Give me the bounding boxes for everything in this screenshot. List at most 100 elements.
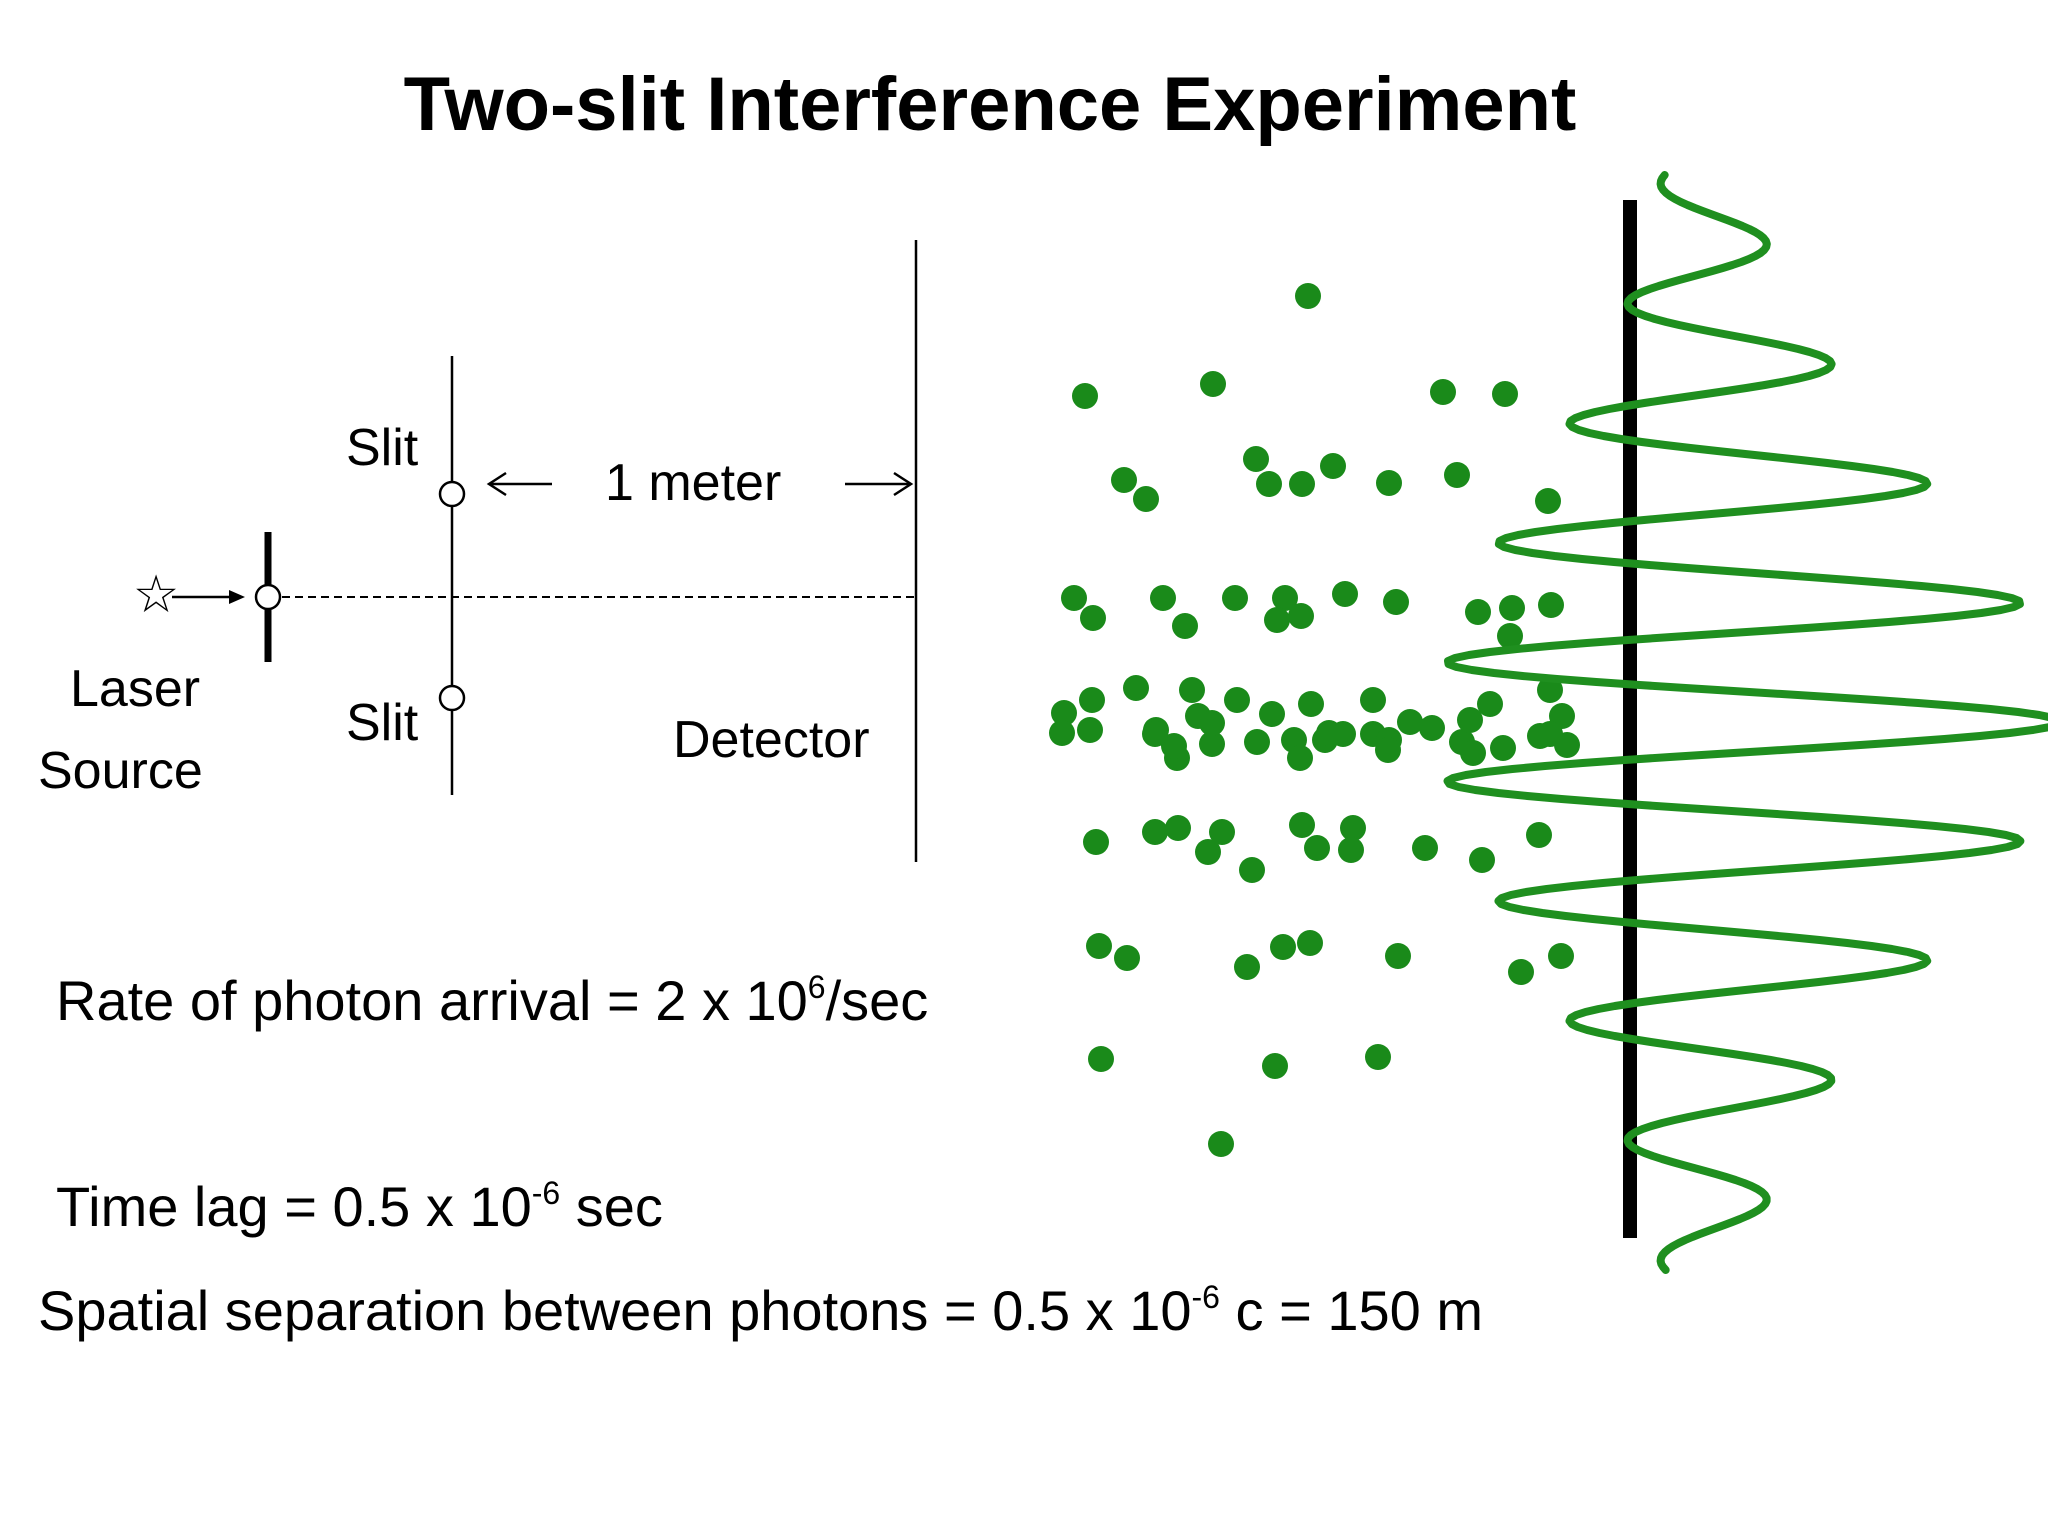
page-title: Two-slit Interference Experiment [404,62,1577,147]
photon-hit [1419,715,1445,741]
photon-hit [1080,605,1106,631]
photon-hit [1234,954,1260,980]
source-label: Source [38,742,203,800]
detector-label: Detector [673,711,870,769]
photon-hit [1499,595,1525,621]
photon-hit [1297,930,1323,956]
distance-arrow-left-head [486,471,507,497]
photon-hit [1133,486,1159,512]
photon-hit [1061,585,1087,611]
photon-hit [1298,691,1324,717]
photon-hit [1288,603,1314,629]
photon-hit [1338,837,1364,863]
time-lag-equation: Time lag = 0.5 x 10-6 sec [56,1175,663,1238]
time-lag-main: Time lag = 0.5 x 10 [56,1175,532,1238]
photon-hit [1289,812,1315,838]
photon-hit [1200,371,1226,397]
photon-hit [1340,815,1366,841]
photon-hit [1360,687,1386,713]
photon-hit [1072,383,1098,409]
photon-hit [1243,446,1269,472]
photon-hit [1538,592,1564,618]
photon-hit [1088,1046,1114,1072]
photon-hit [1289,471,1315,497]
source-arrow-head [229,590,245,604]
photon-hit [1244,729,1270,755]
photon-hit [1259,701,1285,727]
photon-hit [1537,721,1563,747]
photon-hit [1142,819,1168,845]
photon-hit [1239,857,1265,883]
photon-hit [1383,589,1409,615]
photon-hit [1287,745,1313,771]
photon-hit [1526,822,1552,848]
separation-main: Spatial separation between photons = 0.5… [38,1279,1192,1342]
photon-hit [1430,379,1456,405]
photon-hit [1270,934,1296,960]
photon-hit [1049,720,1075,746]
photon-hit [1376,470,1402,496]
photon-hit [1412,835,1438,861]
photon-hit [1316,720,1342,746]
photon-hit [1385,943,1411,969]
photon-hit [1077,717,1103,743]
photon-hit [1208,1131,1234,1157]
slit-bottom-label: Slit [346,694,419,752]
photon-hit [1150,585,1176,611]
photon-hit [1457,707,1483,733]
photon-hits [1049,283,1580,1157]
photon-hit [1079,687,1105,713]
separation-exponent: -6 [1192,1279,1220,1315]
photon-hit [1537,677,1563,703]
photon-hit [1114,945,1140,971]
time-lag-exponent: -6 [532,1175,560,1211]
photon-hit [1508,959,1534,985]
laser-label: Laser [70,660,200,718]
photon-hit [1199,710,1225,736]
photon-hit [1272,585,1298,611]
slit-top-aperture [438,480,466,508]
photon-hit [1465,599,1491,625]
photon-hit [1477,691,1503,717]
rate-equation-unit: /sec [826,969,929,1032]
photon-hit [1262,1053,1288,1079]
photon-hit [1365,1044,1391,1070]
star-icon: ☆ [133,566,180,624]
time-lag-unit: sec [560,1175,663,1238]
distance-arrow-right-head [893,471,914,497]
photon-hit [1492,381,1518,407]
photon-hit [1375,737,1401,763]
interference-pattern-curve [1443,171,2048,1274]
separation-equation: Spatial separation between photons = 0.5… [38,1279,1483,1342]
pinhole-aperture [254,583,282,611]
photon-hit [1123,675,1149,701]
photon-hit [1490,735,1516,761]
photon-hit [1161,733,1187,759]
photon-hit [1051,700,1077,726]
rate-equation-main: Rate of photon arrival = 2 x 10 [56,969,808,1032]
separation-unit: c = 150 m [1220,1279,1483,1342]
photon-hit [1111,467,1137,493]
photon-hit [1195,839,1221,865]
photon-hit [1444,462,1470,488]
distance-label: 1 meter [605,454,781,512]
rate-equation-exponent: 6 [808,969,826,1005]
photon-hit [1332,581,1358,607]
photon-hit [1264,607,1290,633]
photon-hit [1320,453,1346,479]
photon-hit [1222,585,1248,611]
photon-hit [1548,943,1574,969]
photon-hit [1397,709,1423,735]
photon-hit [1256,471,1282,497]
photon-hit [1304,835,1330,861]
photon-hit [1199,731,1225,757]
photon-hit [1497,623,1523,649]
photon-hit [1295,283,1321,309]
photon-hit [1142,721,1168,747]
photon-hit [1086,933,1112,959]
photon-hit [1179,677,1205,703]
photon-hit [1460,740,1486,766]
photon-hit [1172,613,1198,639]
photon-hit [1083,829,1109,855]
